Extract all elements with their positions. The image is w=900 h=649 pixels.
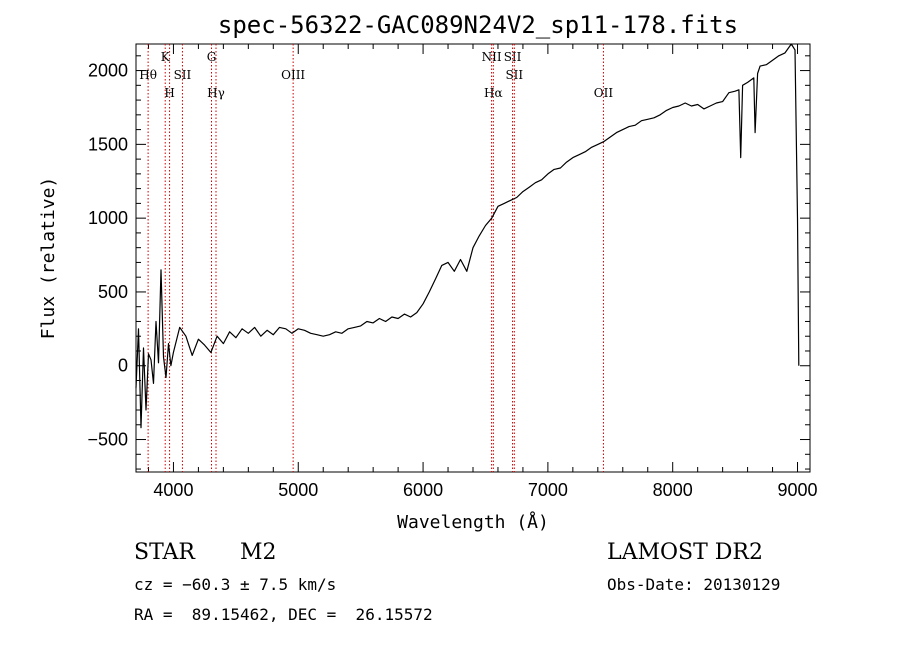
spectral-line-label: K [161,50,171,64]
x-tick-label: 9000 [777,480,817,500]
y-tick-label: 500 [98,282,128,302]
spectral-line-label: OIII [281,68,305,82]
spectral-line-label: Hγ [207,86,225,100]
y-tick-label: 1500 [88,134,128,154]
x-tick-label: 6000 [403,480,443,500]
survey-name: LAMOST DR2 [607,540,763,565]
x-tick-label: 5000 [278,480,318,500]
x-tick-label: 8000 [653,480,693,500]
spectral-line-label: SII [504,50,522,64]
x-tick-label: 4000 [153,480,193,500]
x-axis-label: Wavelength (Å) [397,511,549,533]
y-axis-label: Flux (relative) [38,177,59,340]
x-tick-label: 7000 [528,480,568,500]
object-subclass: M2 [240,540,277,565]
y-tick-label: −500 [87,430,128,450]
object-class: STAR [134,540,195,565]
coordinates: RA = 89.15462, DEC = 26.15572 [134,605,433,624]
spectrum-series [135,43,800,429]
spectral-line-label: Hα [484,86,503,100]
chart-title: spec-56322-GAC089N24V2_sp11-178.fits [218,11,738,39]
spectral-line-label: Hθ [139,68,157,82]
spectrum-plot: spec-56322-GAC089N24V2_sp11-178.fits 4000… [38,11,818,533]
obs-date: Obs-Date: 20130129 [607,575,781,594]
spectral-line-label: OII [594,86,614,100]
spectral-line-label: H [164,86,174,100]
spectral-line-label: NII [482,50,502,64]
spectral-line-label: SII [174,68,192,82]
spectral-line-label: SII [505,68,523,82]
spectral-line-label: G [207,50,217,64]
y-tick-label: 0 [118,356,128,376]
plot-frame [135,43,811,473]
redshift-text: cz = −60.3 ± 7.5 km/s [134,575,337,594]
y-tick-label: 1000 [88,208,128,228]
y-tick-label: 2000 [88,61,128,81]
